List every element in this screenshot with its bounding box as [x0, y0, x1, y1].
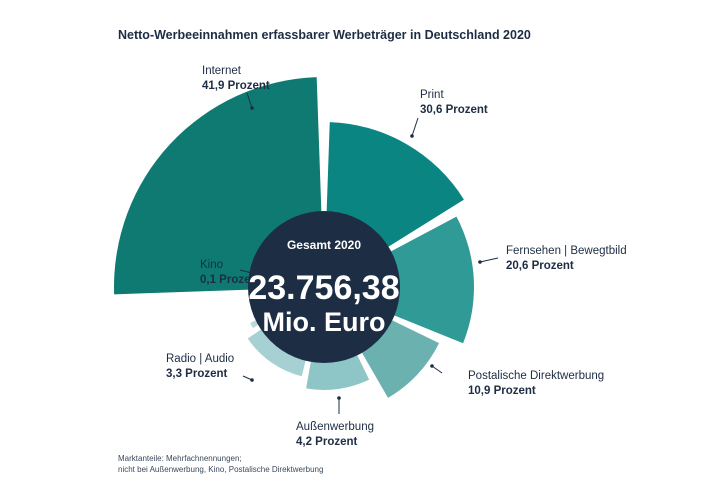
segment-fernsehen-bewegtbild: [389, 216, 474, 344]
segment-radio-audio: [247, 328, 307, 377]
label-name-radio-audio: Radio | Audio: [166, 353, 234, 365]
label-name-internet: Internet: [202, 65, 242, 77]
center-label: Gesamt 2020: [287, 238, 361, 252]
leader-dot-aussenwerbung: [337, 396, 341, 400]
center-unit: Mio. Euro: [263, 307, 386, 337]
label-name-print: Print: [420, 89, 444, 101]
label-value-radio-audio: 3,3 Prozent: [166, 368, 228, 380]
center-disk: [248, 211, 400, 363]
label-name-aussenwerbung: Außenwerbung: [296, 421, 374, 433]
label-value-kino: 0,1 Prozent: [200, 274, 262, 286]
segment-postalische-direktwerbung: [361, 319, 440, 398]
footnote-line-2: nicht bei Außenwerbung, Kino, Postalisch…: [118, 465, 324, 474]
label-value-fernsehen-bewegtbild: 20,6 Prozent: [506, 260, 574, 272]
leader-dot-fernsehen-bewegtbild: [478, 260, 482, 264]
leader-dot-internet: [250, 106, 254, 110]
label-value-print: 30,6 Prozent: [420, 104, 488, 116]
segment-internet: [114, 77, 322, 295]
leader-dot-postalische-direktwerbung: [430, 364, 434, 368]
center-value: 23.756,38: [248, 269, 399, 307]
label-name-kino: Kino: [200, 259, 223, 271]
segment-print: [326, 122, 464, 248]
chart-title: Netto-Werbeeinnahmen erfassbarer Werbetr…: [118, 28, 531, 42]
label-value-aussenwerbung: 4,2 Prozent: [296, 436, 358, 448]
leader-line-postalische-direktwerbung: [431, 365, 443, 374]
label-value-postalische-direktwerbung: 10,9 Prozent: [468, 385, 536, 397]
label-name-postalische-direktwerbung: Postalische Direktwerbung: [468, 370, 604, 382]
leader-line-fernsehen-bewegtbild: [479, 257, 499, 263]
footnote: Marktanteile: Mehrfachnennungen; nicht b…: [118, 453, 323, 475]
leader-dot-radio-audio: [250, 378, 254, 382]
label-value-internet: 41,9 Prozent: [202, 80, 270, 92]
leader-dot-print: [410, 134, 414, 138]
label-name-fernsehen-bewegtbild: Fernsehen | Bewegtbild: [506, 245, 627, 257]
leader-line-internet: [246, 92, 253, 109]
leader-line-print: [411, 117, 419, 137]
footnote-line-1: Marktanteile: Mehrfachnennungen;: [118, 454, 242, 463]
